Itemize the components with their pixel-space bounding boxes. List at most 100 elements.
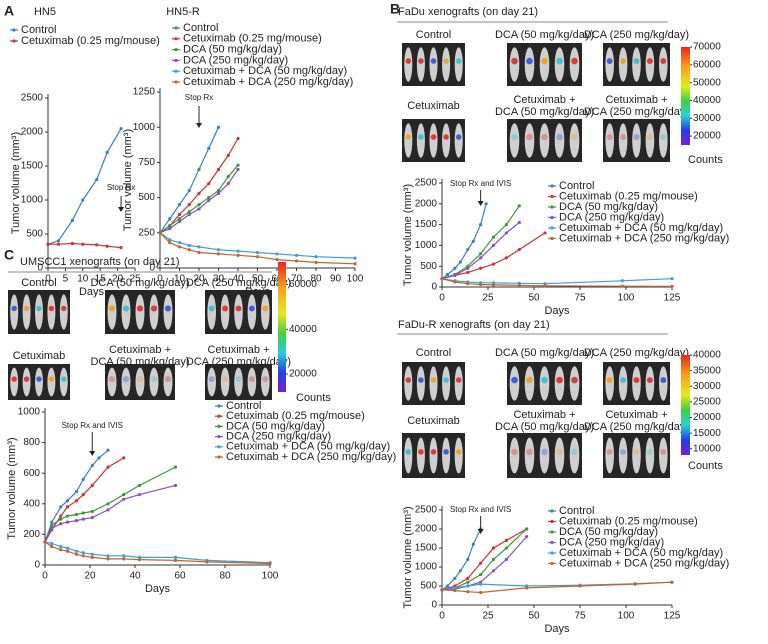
data-point (46, 242, 50, 246)
data-point (578, 584, 582, 588)
legend-label: Cetuximab + DCA (50 mg/kg/day) (559, 222, 723, 234)
x-tick-label: 30 (213, 274, 225, 285)
y-tick-label: 1000 (415, 562, 438, 573)
mouse (404, 437, 413, 474)
colorbar-tick-label: 20000 (693, 131, 721, 142)
image-label: Cetuximab + (513, 409, 575, 421)
y-tick-label: 400 (23, 498, 40, 509)
legend-marker (550, 236, 554, 241)
mouse (429, 47, 438, 82)
x-tick-label: 125 (664, 611, 681, 622)
data-point (466, 266, 470, 270)
data-point (168, 226, 172, 231)
legend-marker (217, 455, 221, 459)
legend-marker (550, 551, 554, 555)
colorbar-tick-label: 50000 (693, 77, 721, 88)
legend-label: Cetuximab (0.25 mg/mouse) (559, 190, 698, 202)
signal (455, 58, 462, 64)
data-point (106, 465, 110, 469)
data-point (65, 546, 70, 550)
data-point (453, 266, 457, 270)
data-point (216, 252, 221, 256)
image-label: Cetuximab (407, 100, 460, 112)
signal (222, 376, 229, 383)
signal (660, 134, 667, 141)
data-point (268, 561, 272, 566)
data-point (106, 502, 110, 506)
legend-label: DCA (250 mg/kg/day) (183, 54, 288, 66)
x-tick-label: 10 (77, 274, 89, 285)
data-point (187, 188, 191, 193)
mouse (539, 47, 550, 82)
data-point (236, 163, 240, 167)
data-point (517, 247, 521, 252)
mouse (569, 366, 580, 401)
signal (526, 448, 533, 456)
data-point (173, 555, 178, 559)
annotation-arrowhead (477, 201, 484, 206)
data-point (353, 262, 357, 266)
legend-label: DCA (250 mg/kg/day) (226, 431, 331, 443)
signal (208, 376, 215, 383)
series-line (159, 164, 239, 234)
y-tick-label: 0 (37, 263, 43, 274)
signal (23, 376, 30, 382)
mouse (234, 367, 243, 397)
mouse (404, 47, 413, 82)
panel-title: FaDu xenografts (on day 21) (398, 6, 538, 18)
image-label: Control (416, 29, 451, 41)
legend-label: Cetuximab + DCA (50 mg/kg/day) (226, 441, 390, 453)
y-tick-label: 0 (149, 263, 155, 274)
series-line (44, 541, 271, 565)
legend-marker (550, 194, 554, 199)
legend-marker (12, 39, 16, 43)
legend-label: Cetuximab + DCA (50 mg/kg/day) (559, 547, 723, 559)
data-point (197, 207, 201, 211)
mouse (618, 47, 628, 82)
data-point (74, 519, 79, 523)
signal (620, 448, 627, 455)
y-tick-label: 2500 (415, 505, 438, 516)
panel-label: C (4, 247, 14, 263)
annotation: Stop Rx and IVIS (450, 505, 511, 514)
y-tick-label: 1500 (415, 543, 438, 554)
data-point (59, 522, 63, 526)
legend-marker (550, 540, 554, 545)
colorbar-tick-label: 30000 (693, 381, 721, 392)
mouse (454, 437, 463, 474)
data-point (525, 535, 529, 539)
signal (511, 57, 518, 65)
x-tick-label: 0 (157, 274, 163, 285)
legend-label: Control (559, 505, 594, 517)
mouse (149, 367, 159, 397)
y-tick-label: 1000 (18, 407, 41, 418)
mouse (605, 437, 614, 474)
image-label: Cetuximab + (207, 344, 269, 356)
colorbar-tick-label: 70000 (693, 42, 721, 53)
data-point (97, 456, 101, 460)
data-point (74, 549, 79, 553)
legend-label: Cetuximab + DCA (250 mg/kg/day) (559, 232, 729, 244)
colorbar (681, 355, 690, 455)
data-point (74, 512, 79, 517)
data-point (458, 569, 462, 573)
signal (571, 133, 578, 141)
mouse (35, 367, 43, 397)
data-point (95, 243, 99, 247)
data-point (187, 248, 191, 252)
mouse (429, 437, 438, 474)
signal (235, 305, 242, 312)
mouse (47, 367, 56, 397)
mouse (135, 367, 145, 397)
signal (541, 376, 548, 384)
x-tick-label: 50 (528, 611, 540, 622)
data-point (479, 223, 483, 227)
data-point (119, 127, 123, 131)
data-point (207, 146, 211, 150)
colorbar-tick-label: 15000 (693, 428, 721, 439)
signal (11, 376, 17, 382)
mouse (605, 366, 614, 401)
data-point (90, 509, 94, 514)
mouse (416, 437, 425, 474)
data-point (177, 217, 182, 221)
